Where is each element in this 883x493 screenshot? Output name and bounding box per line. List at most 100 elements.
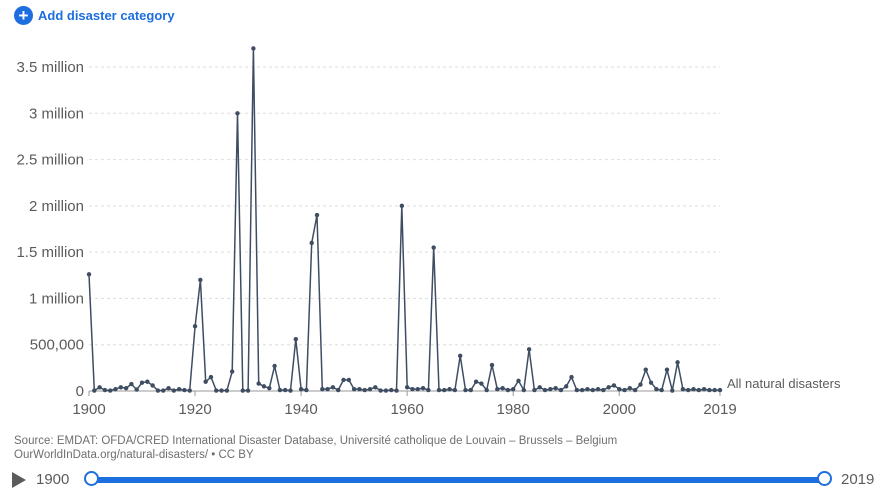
data-point <box>495 386 500 392</box>
data-point <box>696 387 701 393</box>
data-point <box>261 384 267 389</box>
data-point <box>590 387 595 393</box>
data-point <box>245 388 251 393</box>
chart-area: 0 500,000 1 million 1.5 million 2 million 2.5… <box>16 46 841 418</box>
data-point <box>304 387 309 393</box>
data-point <box>442 387 447 393</box>
data-point <box>336 387 341 393</box>
data-point <box>256 381 261 386</box>
data-point <box>685 387 691 393</box>
data-point <box>314 212 320 218</box>
series-layer: All natural disasters <box>86 46 841 393</box>
data-point <box>648 380 654 385</box>
data-point <box>272 363 277 369</box>
timeline-start-handle[interactable] <box>84 471 99 486</box>
data-point <box>373 385 378 390</box>
data-point <box>351 386 357 392</box>
data-point <box>680 386 686 392</box>
data-point <box>611 383 617 388</box>
data-point <box>675 360 680 365</box>
timeline-end-handle[interactable] <box>817 471 832 486</box>
y-tick-label: 2.5 million <box>16 152 84 169</box>
data-point <box>436 387 442 393</box>
x-axis: 1900 1920 1940 1960 1980 2000 2019 <box>72 391 737 418</box>
data-point <box>627 386 633 391</box>
data-point <box>214 388 219 393</box>
data-point <box>309 240 314 246</box>
data-point <box>267 386 272 391</box>
data-point <box>670 388 675 393</box>
data-point <box>229 369 235 374</box>
data-point <box>208 374 214 380</box>
data-point <box>585 386 590 392</box>
data-point <box>102 387 108 393</box>
data-point <box>288 388 293 393</box>
timeline-track[interactable] <box>92 477 824 483</box>
data-point <box>537 385 542 390</box>
data-point <box>123 386 129 391</box>
source-line-2[interactable]: OurWorldInData.org/natural-disasters/ • … <box>14 449 254 461</box>
play-icon[interactable] <box>12 472 26 488</box>
data-point <box>198 277 203 283</box>
data-point <box>394 388 399 393</box>
data-point <box>479 381 484 386</box>
data-point <box>431 245 436 250</box>
data-point <box>643 367 648 372</box>
data-point <box>155 388 161 393</box>
data-point <box>298 386 304 392</box>
data-point <box>97 385 102 390</box>
timeline-start-year: 1900 <box>36 471 70 488</box>
data-point <box>548 386 553 392</box>
data-point <box>526 347 532 352</box>
data-point <box>707 387 712 393</box>
data-point <box>638 382 643 387</box>
data-point <box>468 387 473 393</box>
y-tick-label: 3 million <box>29 105 84 122</box>
data-point <box>691 386 696 392</box>
data-point <box>622 387 627 393</box>
y-tick-label: 1 million <box>29 290 84 307</box>
data-point <box>659 387 664 393</box>
data-point <box>161 388 166 393</box>
data-point <box>579 387 585 393</box>
data-point <box>457 353 463 359</box>
data-point <box>542 387 548 393</box>
data-point <box>574 387 580 393</box>
data-point <box>330 385 336 390</box>
y-tick-label: 2 million <box>29 198 84 215</box>
series-line <box>88 48 720 393</box>
data-point <box>410 386 415 392</box>
data-point <box>489 362 495 368</box>
x-tick-label: 2000 <box>603 401 636 418</box>
x-tick-label: 1920 <box>178 401 211 418</box>
data-point <box>389 387 394 393</box>
data-point <box>277 387 283 393</box>
data-point <box>558 387 564 393</box>
data-point <box>521 387 527 393</box>
data-point <box>129 381 134 387</box>
source-note: Source: EMDAT: OFDA/CRED International D… <box>14 434 617 462</box>
data-point <box>240 388 245 393</box>
data-point <box>654 386 659 392</box>
data-point <box>224 388 230 393</box>
x-tick-label: 1980 <box>497 401 530 418</box>
data-point <box>219 388 224 393</box>
data-point <box>86 272 92 277</box>
add-category-label: Add disaster category <box>38 8 175 23</box>
timeline-end-year: 2019 <box>841 471 875 488</box>
data-point <box>415 386 420 392</box>
data-point <box>500 386 505 391</box>
data-point <box>92 388 97 393</box>
data-point <box>516 378 521 384</box>
data-point <box>452 387 458 393</box>
data-point <box>601 387 606 393</box>
data-point <box>235 111 240 116</box>
data-point <box>717 387 723 393</box>
data-point <box>108 388 113 393</box>
add-disaster-category-button[interactable]: + Add disaster category <box>14 6 175 25</box>
y-tick-label: 1.5 million <box>16 244 84 261</box>
x-tick-label: 2019 <box>703 401 736 418</box>
data-point <box>473 379 479 384</box>
data-point <box>367 386 373 392</box>
data-point <box>378 388 383 393</box>
